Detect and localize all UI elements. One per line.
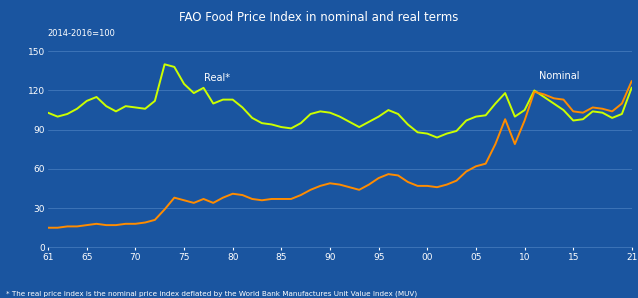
Text: Nominal: Nominal [539, 71, 580, 81]
Text: * The real price index is the nominal price index deflated by the World Bank Man: * The real price index is the nominal pr… [6, 290, 417, 297]
Text: 2014-2016=100: 2014-2016=100 [48, 29, 115, 38]
Text: Real*: Real* [204, 73, 230, 83]
Text: FAO Food Price Index in nominal and real terms: FAO Food Price Index in nominal and real… [179, 11, 459, 24]
